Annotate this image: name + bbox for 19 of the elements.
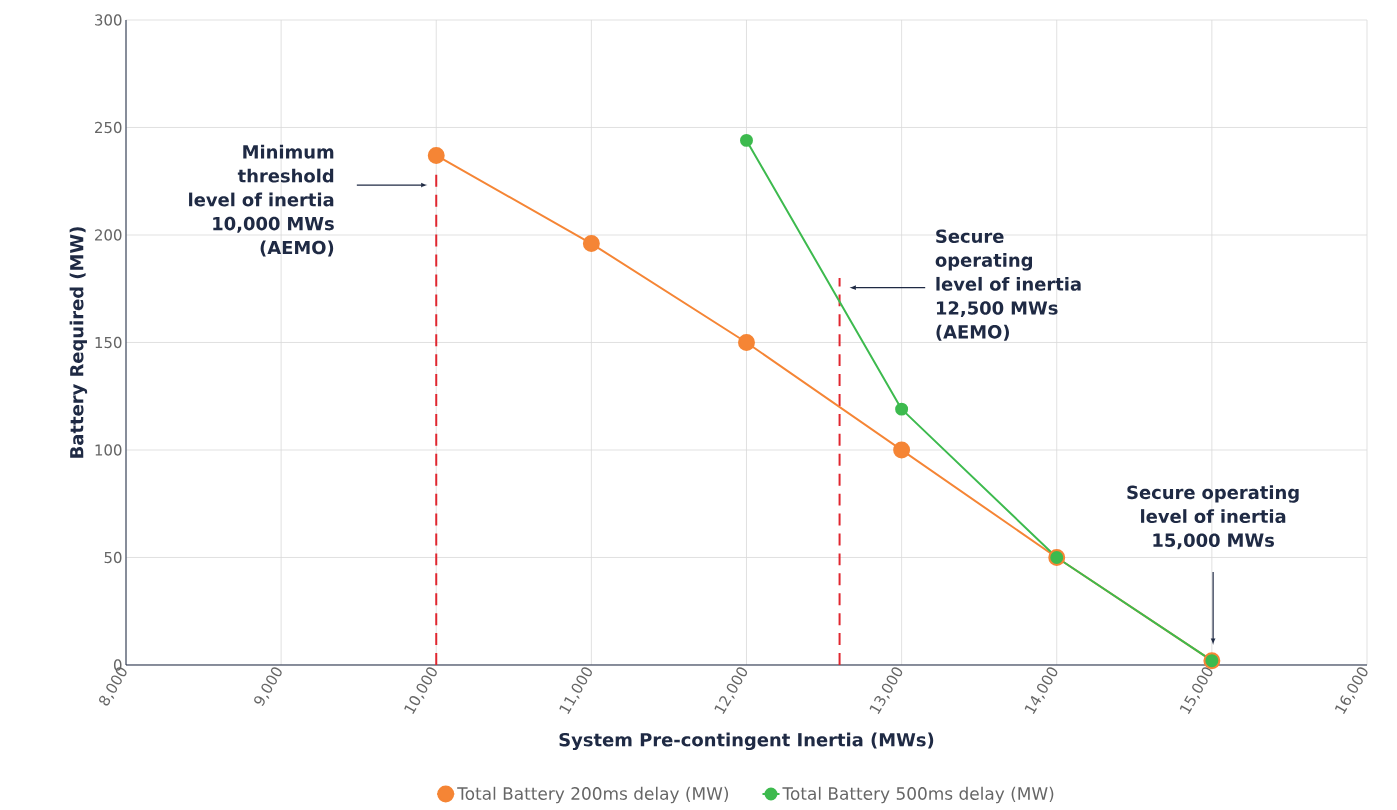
point <box>893 441 911 459</box>
annotation: Minimum threshold level of inertia 10,000 MWs (AEMO) <box>189 144 334 257</box>
point <box>895 402 909 416</box>
y-tick-label: 50 <box>104 551 122 564</box>
legend-label: Total Battery 200ms delay (MW) <box>457 786 729 804</box>
point <box>427 146 445 164</box>
x-axis-title: System Pre-contingent Inertia (MWs) <box>559 732 934 751</box>
y-tick-label: 150 <box>95 336 122 349</box>
y-tick-label: 100 <box>95 444 122 456</box>
y-tick-label: 300 <box>95 14 122 26</box>
point <box>740 133 753 147</box>
y-tick-label: 200 <box>95 229 122 241</box>
y-axis-title: Battery Required (MW) <box>69 227 88 458</box>
annotation: Secure operating level of inertia 15,000 MWs <box>1127 485 1299 550</box>
y-tick-label: 250 <box>95 121 122 134</box>
point <box>738 334 755 351</box>
point <box>582 235 600 253</box>
legend-label: Total Battery 500ms delay (MW) <box>782 786 1054 804</box>
annotation: Secure operating level of inertia 12,500 MWs (AEMO) <box>935 229 1081 341</box>
